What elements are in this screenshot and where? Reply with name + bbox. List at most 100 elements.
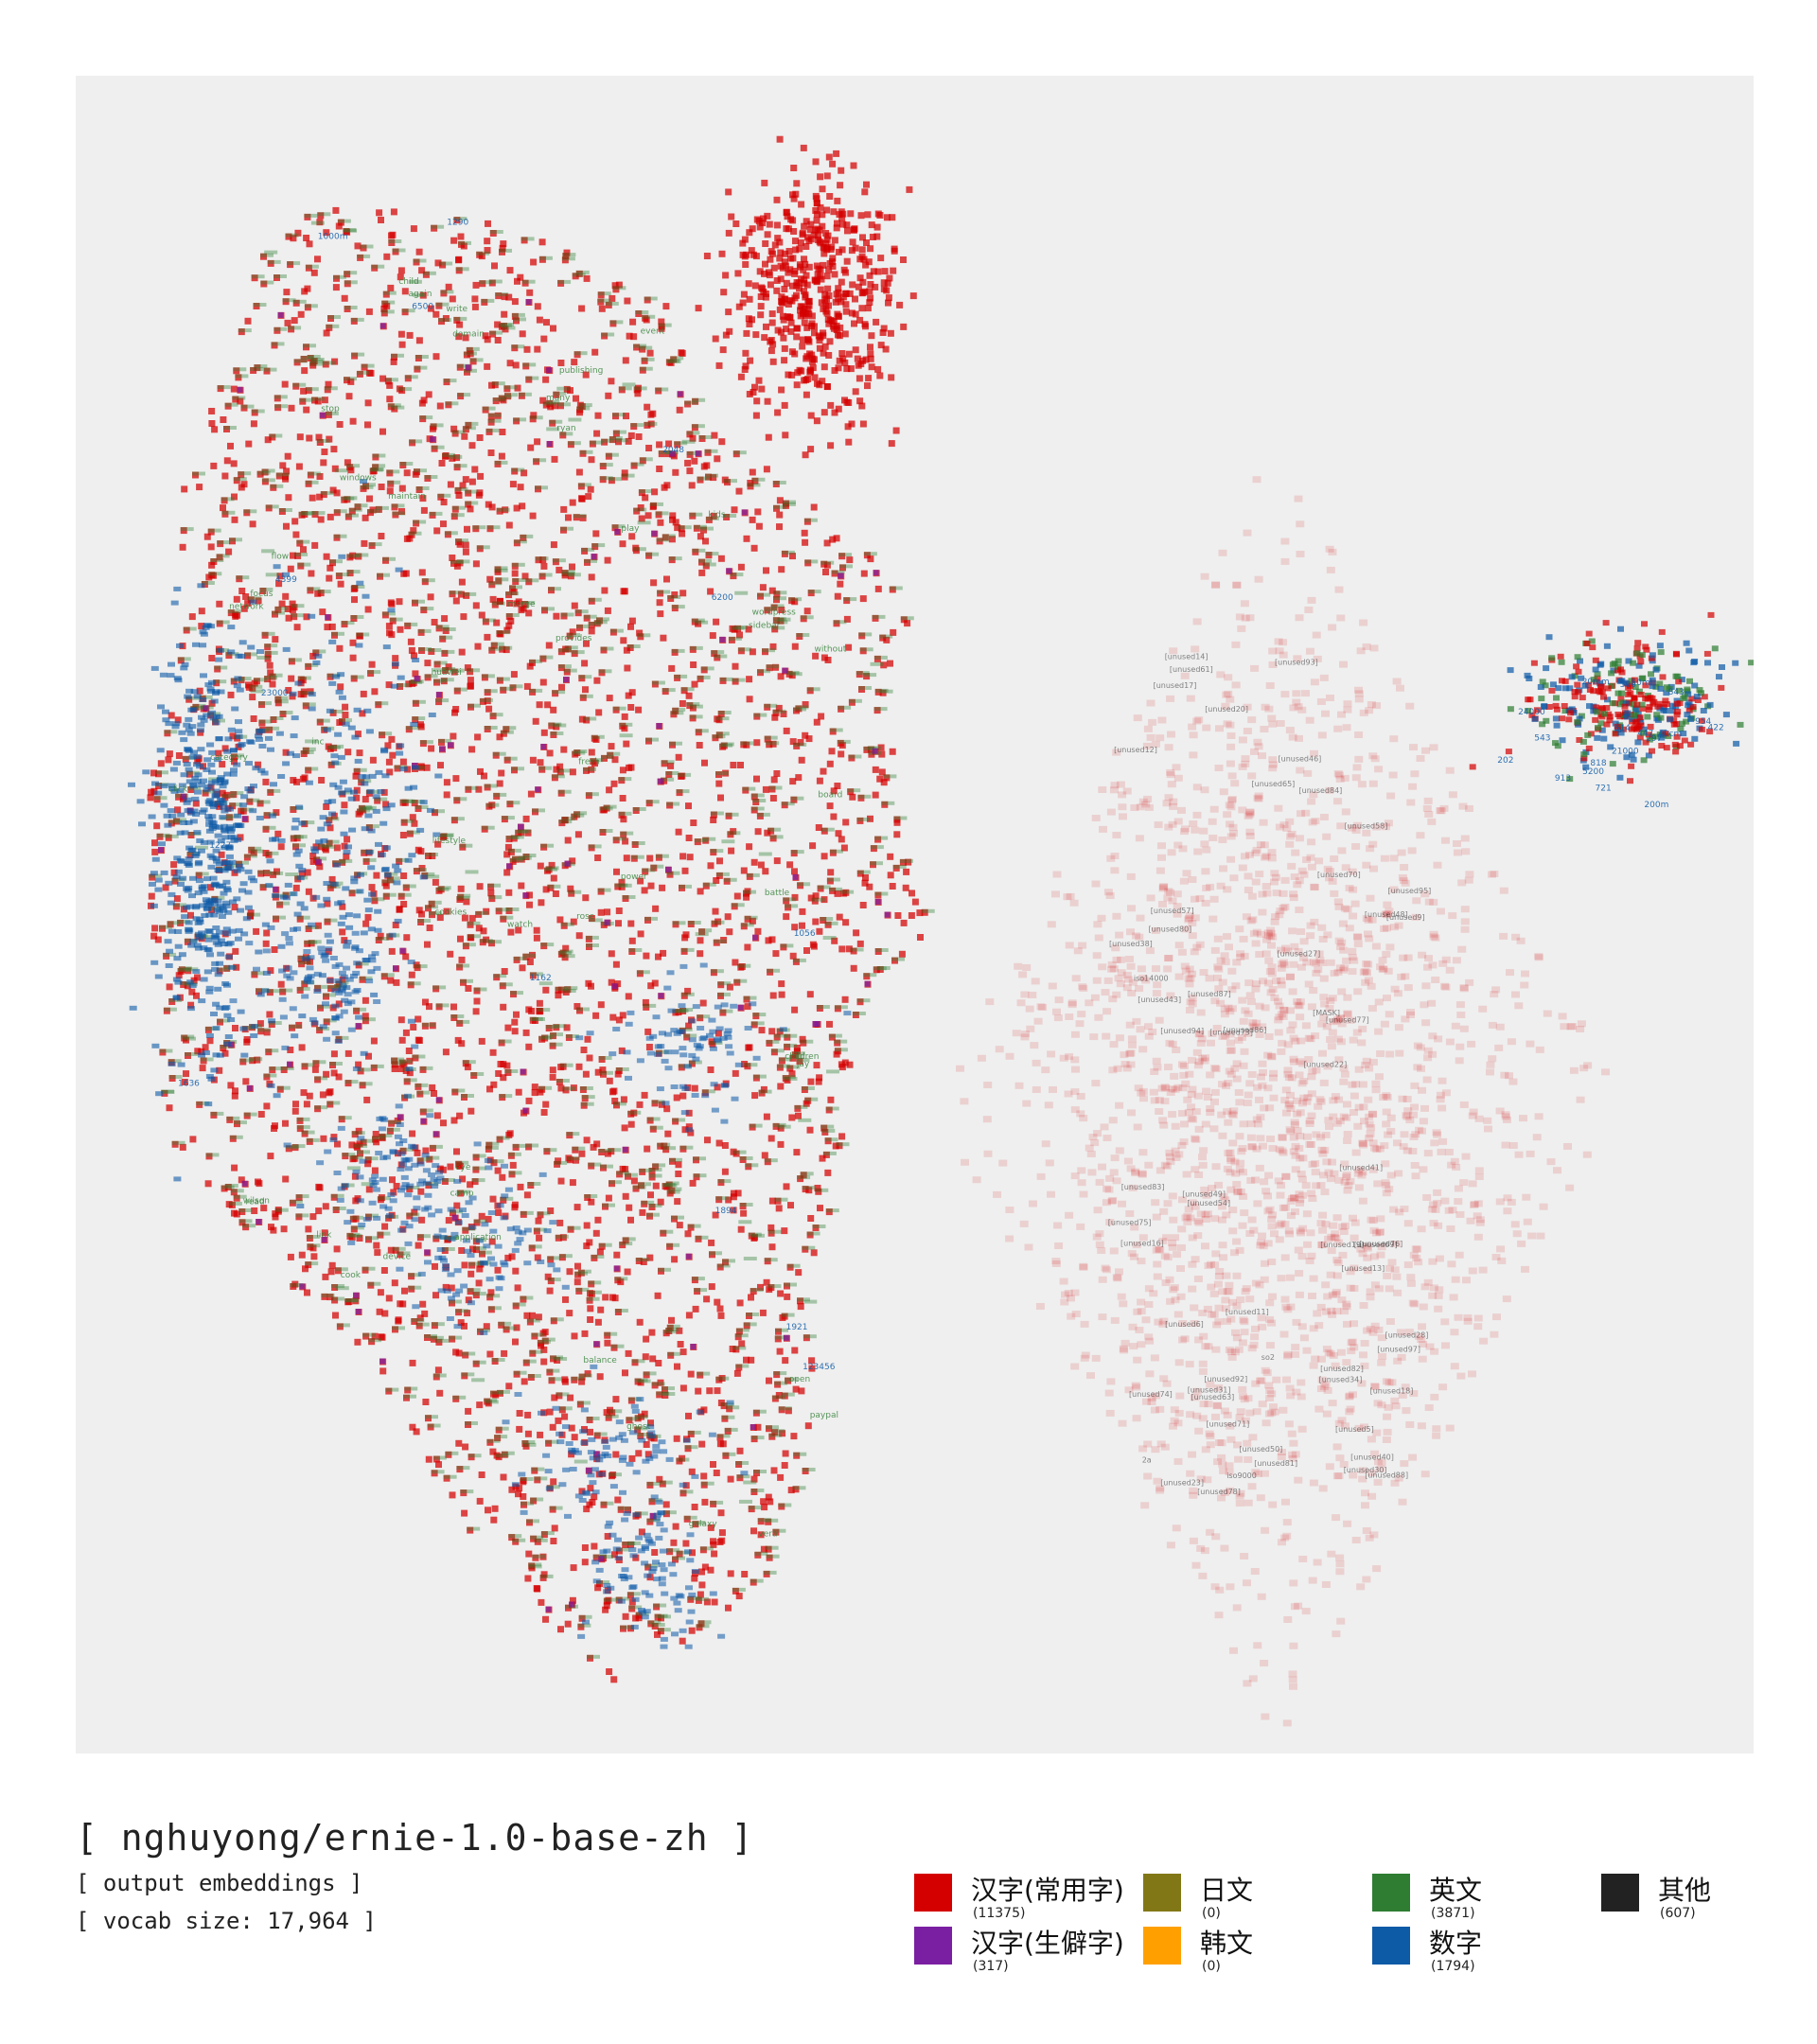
point-hanzi-common xyxy=(377,573,383,580)
point-hanzi-common xyxy=(1144,1333,1154,1341)
point-hanzi-common xyxy=(1484,1125,1492,1133)
point-hanzi-common xyxy=(812,918,820,925)
point-hanzi-common xyxy=(1297,867,1307,874)
point-hanzi-common xyxy=(208,907,216,914)
point-hanzi-common xyxy=(1158,885,1168,892)
point-hanzi-common xyxy=(1322,1346,1332,1353)
point-hanzi-common xyxy=(1329,1113,1338,1120)
point-hanzi-common xyxy=(631,1359,639,1366)
point-hanzi-common xyxy=(387,480,395,487)
point-hanzi-common xyxy=(229,802,237,810)
point-hanzi-common xyxy=(1330,1170,1339,1177)
point-hanzi-common xyxy=(686,450,694,458)
point-hanzi-common xyxy=(646,1518,654,1525)
point-hanzi-common xyxy=(406,1212,414,1220)
point-hanzi-common xyxy=(1289,894,1298,902)
point-hanzi-common xyxy=(850,964,857,972)
point-hanzi-common xyxy=(1249,930,1259,938)
point-hanzi-common xyxy=(644,1145,651,1153)
point-hanzi-common xyxy=(1235,1246,1244,1254)
point-hanzi-common xyxy=(1186,695,1195,702)
point-hanzi-common xyxy=(824,921,832,928)
point-hanzi-common xyxy=(455,1309,463,1316)
point-hanzi-common xyxy=(1359,1103,1368,1111)
point-hanzi-common xyxy=(478,1212,485,1220)
point-hanzi-common xyxy=(1434,1222,1443,1229)
point-hanzi-common xyxy=(553,612,560,620)
point-hanzi-common xyxy=(1377,1243,1386,1251)
point-hanzi-common xyxy=(450,668,458,676)
point-hanzi-common xyxy=(1383,910,1392,918)
point-hanzi-common xyxy=(771,1429,779,1436)
point-hanzi-common xyxy=(1228,823,1238,831)
point-hanzi-common xyxy=(1323,1293,1332,1300)
point-hanzi-common xyxy=(586,1296,593,1304)
point-hanzi-common xyxy=(481,825,488,833)
point-hanzi-common xyxy=(600,1070,607,1078)
point-hanzi-common xyxy=(1289,1642,1298,1649)
point-hanzi-common xyxy=(1294,1602,1303,1610)
point-hanzi-common xyxy=(421,578,429,586)
point-hanzi-common xyxy=(1198,1055,1208,1063)
point-hanzi-common xyxy=(1137,1308,1146,1315)
point-hanzi-common xyxy=(709,1251,715,1259)
point-label-other: [unused75] xyxy=(1108,1218,1152,1226)
point-hanzi-common xyxy=(1326,959,1335,966)
point-hanzi-common xyxy=(889,586,896,593)
point-hanzi-common xyxy=(1324,1169,1333,1176)
point-hanzi-common xyxy=(181,485,188,493)
point-hanzi-common xyxy=(1321,1221,1331,1228)
point-hanzi-common xyxy=(604,556,611,564)
point-hanzi-common xyxy=(757,861,765,869)
point-hanzi-common xyxy=(1351,1149,1361,1156)
point-hanzi-common xyxy=(266,1011,273,1018)
point-hanzi-common xyxy=(1225,943,1233,951)
point-hanzi-common xyxy=(630,855,638,862)
point-hanzi-common xyxy=(370,1064,378,1071)
point-hanzi-common xyxy=(576,624,583,631)
point-hanzi-common xyxy=(1368,840,1378,848)
point-hanzi-common xyxy=(293,359,301,366)
point-hanzi-common xyxy=(754,828,762,836)
point-hanzi-common xyxy=(585,792,592,800)
point-hanzi-common xyxy=(628,937,636,944)
point-hanzi-common xyxy=(1458,802,1468,810)
point-hanzi-common xyxy=(675,1161,682,1169)
point-hanzi-common xyxy=(273,274,280,281)
point-hanzi-common xyxy=(1422,1076,1432,1084)
point-hanzi-common xyxy=(637,1433,644,1439)
point-hanzi-common xyxy=(461,1261,468,1269)
point-hanzi-common xyxy=(541,1337,549,1345)
point-hanzi-common xyxy=(301,980,309,988)
point-hanzi-common xyxy=(1210,1261,1220,1269)
point-hanzi-common xyxy=(1155,1246,1165,1254)
point-hanzi-common xyxy=(397,1016,405,1024)
point-hanzi-common xyxy=(432,1373,440,1381)
point-hanzi-common xyxy=(1295,1145,1304,1152)
point-hanzi-common xyxy=(1267,963,1277,971)
point-hanzi-common xyxy=(644,403,651,411)
point-hanzi-common xyxy=(505,836,513,843)
point-hanzi-common xyxy=(458,648,466,656)
point-hanzi-common xyxy=(1333,898,1343,906)
point-hanzi-common xyxy=(399,758,407,766)
point-hanzi-common xyxy=(1362,643,1371,650)
point-hanzi-common xyxy=(192,471,199,479)
point-hanzi-common xyxy=(1143,1472,1153,1480)
point-hanzi-common xyxy=(1248,916,1258,924)
point-hanzi-common xyxy=(204,1026,212,1033)
point-hanzi-common xyxy=(1174,1151,1184,1158)
point-hanzi-common xyxy=(467,1107,475,1115)
point-hanzi-common xyxy=(1389,886,1399,893)
point-hanzi-common xyxy=(1280,1204,1290,1211)
point-hanzi-common xyxy=(1102,1266,1111,1274)
point-hanzi-common xyxy=(1317,1146,1327,1154)
point-hanzi-common xyxy=(1374,1285,1384,1293)
point-label-other: [unused93] xyxy=(1275,658,1318,666)
point-hanzi-common xyxy=(1364,930,1372,938)
point-hanzi-common xyxy=(1321,1581,1331,1588)
point-hanzi-common xyxy=(327,985,335,993)
point-hanzi-common xyxy=(605,1194,612,1202)
point-hanzi-common xyxy=(1264,957,1274,964)
point-hanzi-common xyxy=(300,750,308,757)
